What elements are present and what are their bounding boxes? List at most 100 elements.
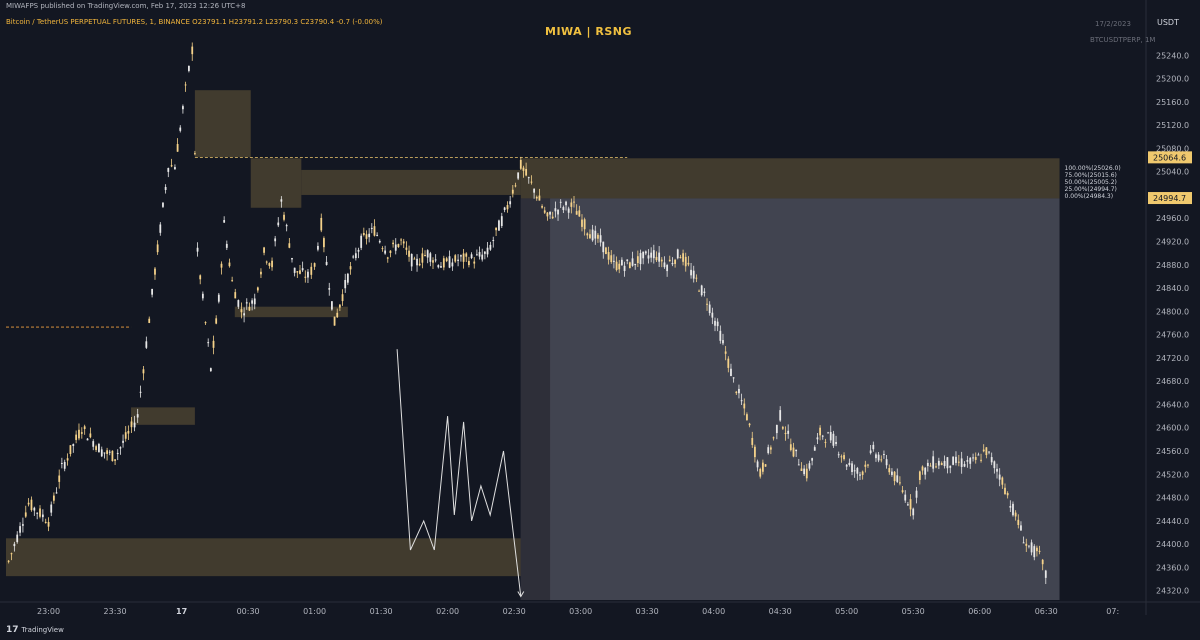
candle-body bbox=[570, 202, 573, 207]
x-tick-label: 01:00 bbox=[303, 607, 326, 616]
candle-body bbox=[832, 433, 835, 446]
candle-body bbox=[853, 470, 856, 472]
candle-body bbox=[522, 167, 525, 171]
candle-body bbox=[86, 438, 89, 441]
candle-body bbox=[615, 261, 618, 271]
fib-label-2: 50.00%(25005.2) bbox=[1065, 179, 1117, 186]
candle-body bbox=[993, 461, 996, 469]
candle-body bbox=[506, 205, 509, 210]
candle-body bbox=[10, 553, 13, 555]
candle-body bbox=[535, 196, 538, 199]
price-badge-1 bbox=[1148, 192, 1192, 205]
candle-body bbox=[549, 211, 551, 215]
candle-body bbox=[679, 257, 682, 259]
candle-body bbox=[901, 490, 904, 493]
candle-body bbox=[381, 248, 384, 250]
candle-body bbox=[784, 432, 787, 435]
candle-body bbox=[217, 294, 220, 302]
y-tick-label: 24560.0 bbox=[1156, 447, 1189, 456]
candle-body bbox=[304, 276, 307, 278]
candle-body bbox=[711, 312, 714, 318]
candle-body bbox=[787, 430, 790, 434]
candle-body bbox=[174, 167, 176, 170]
candle-body bbox=[695, 277, 698, 279]
y-tick-label: 24480.0 bbox=[1156, 494, 1189, 503]
candle-body bbox=[982, 449, 985, 452]
candle-body bbox=[756, 461, 759, 468]
candle-body bbox=[66, 458, 69, 461]
candle-body bbox=[310, 266, 313, 275]
candle-body bbox=[78, 429, 80, 439]
candle-body bbox=[618, 263, 621, 270]
candle-body bbox=[698, 290, 700, 292]
candle-body bbox=[336, 312, 339, 318]
candle-body bbox=[313, 263, 316, 267]
candle-body bbox=[761, 462, 764, 472]
candle-body bbox=[19, 526, 21, 533]
candle-body bbox=[605, 247, 607, 255]
candle-body bbox=[937, 460, 940, 466]
candle-body bbox=[52, 495, 55, 501]
candle-body bbox=[349, 266, 352, 270]
candle-body bbox=[111, 450, 114, 462]
fib-label-0: 100.00%(25026.0) bbox=[1065, 165, 1121, 172]
candle-body bbox=[215, 318, 218, 324]
candle-body bbox=[626, 259, 629, 261]
candle-body bbox=[955, 456, 957, 463]
candle-body bbox=[1044, 570, 1047, 578]
candle-body bbox=[613, 260, 615, 262]
candle-body bbox=[416, 258, 418, 266]
candle-body bbox=[583, 219, 586, 230]
candle-body bbox=[75, 434, 78, 440]
candle-body bbox=[1012, 503, 1014, 516]
projection-box bbox=[520, 198, 1060, 600]
candle-body bbox=[754, 446, 756, 458]
candle-body bbox=[408, 250, 410, 257]
candle-body bbox=[896, 475, 899, 482]
x-tick-label: 07: bbox=[1106, 607, 1119, 616]
candle-body bbox=[594, 230, 597, 239]
candle-body bbox=[926, 462, 929, 467]
candle-body bbox=[260, 271, 262, 275]
candle-body bbox=[663, 262, 666, 268]
candle-body bbox=[80, 432, 83, 434]
x-tick-label: 04:00 bbox=[702, 607, 725, 616]
candle-body bbox=[845, 464, 848, 467]
candle-body bbox=[280, 199, 283, 202]
fib-label-4: 0.00%(24984.3) bbox=[1065, 193, 1114, 200]
candle-body bbox=[133, 422, 136, 428]
candle-body bbox=[988, 451, 990, 453]
candle-body bbox=[483, 251, 486, 254]
candle-body bbox=[354, 253, 357, 259]
x-tick-label: 23:00 bbox=[37, 607, 60, 616]
candle-body bbox=[639, 253, 642, 265]
candle-body bbox=[164, 186, 167, 190]
candle-body bbox=[541, 206, 543, 208]
candle-body bbox=[525, 169, 528, 176]
candle-body bbox=[779, 410, 782, 421]
candle-body bbox=[940, 463, 943, 466]
symbol-legend[interactable]: Bitcoin / TetherUS PERPETUAL FUTURES, 1,… bbox=[6, 18, 383, 26]
candle-body bbox=[234, 292, 237, 299]
candle-body bbox=[106, 450, 108, 454]
candle-body bbox=[352, 256, 355, 258]
candle-body bbox=[30, 499, 33, 511]
candle-body bbox=[119, 447, 122, 449]
candle-body bbox=[55, 492, 58, 494]
candle-body bbox=[562, 207, 565, 211]
candle-body bbox=[386, 257, 389, 259]
tradingview-brand[interactable]: 17 TradingView bbox=[6, 625, 64, 635]
candle-body bbox=[1033, 546, 1036, 558]
candle-body bbox=[803, 468, 806, 475]
currency-label[interactable]: USDT bbox=[1157, 18, 1179, 27]
candle-body bbox=[835, 442, 837, 444]
x-tick-label: 03:00 bbox=[569, 607, 592, 616]
candle-body bbox=[320, 217, 323, 231]
date-stamp: 17/2/2023 bbox=[1095, 20, 1131, 28]
candle-body bbox=[400, 239, 402, 241]
candle-body bbox=[346, 273, 349, 283]
candle-body bbox=[781, 426, 784, 429]
x-tick-label: 05:30 bbox=[902, 607, 925, 616]
candle-body bbox=[288, 243, 291, 248]
